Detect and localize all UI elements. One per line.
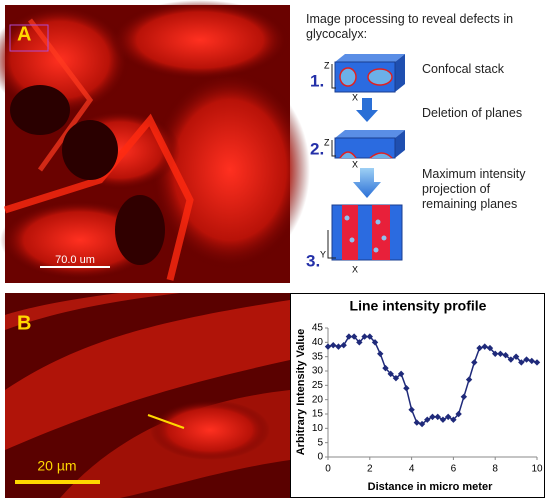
point bbox=[377, 350, 384, 357]
micrograph-b bbox=[5, 293, 290, 498]
step-number: 3. bbox=[306, 251, 320, 270]
step-text: Maximum intensity projection of remainin… bbox=[422, 167, 526, 211]
point bbox=[418, 420, 426, 428]
axis-letter: X bbox=[352, 159, 358, 169]
y-tick-label: 25 bbox=[312, 380, 324, 391]
point bbox=[424, 416, 431, 423]
point bbox=[481, 343, 488, 350]
point bbox=[382, 364, 389, 372]
point bbox=[429, 413, 436, 421]
x-tick-label: 2 bbox=[367, 464, 373, 475]
point bbox=[492, 350, 499, 357]
plot: 0 5 10 15 20 25 30 35 40 45 0 2 4 6 8 10 bbox=[312, 323, 543, 475]
point bbox=[345, 333, 353, 340]
point bbox=[523, 356, 530, 363]
micrograph-a bbox=[0, 0, 310, 283]
y-tick-label: 30 bbox=[312, 366, 324, 377]
panel-label: A bbox=[17, 23, 31, 45]
profile-line bbox=[147, 414, 185, 429]
x-axis-label: Distance in micro meter bbox=[368, 481, 493, 493]
point bbox=[350, 333, 358, 340]
panel-label: B bbox=[17, 312, 31, 334]
point bbox=[502, 352, 509, 359]
scale-label: 70.0 um bbox=[55, 254, 95, 266]
chart-frame bbox=[290, 293, 545, 498]
axis-letter: Y bbox=[320, 249, 326, 259]
point bbox=[518, 359, 525, 366]
step-number: 2. bbox=[310, 139, 324, 158]
step-number: 1. bbox=[310, 71, 324, 90]
point bbox=[387, 370, 394, 378]
axis-letter: X bbox=[352, 264, 358, 274]
x-tick-label: 8 bbox=[492, 464, 498, 475]
y-tick-label: 15 bbox=[312, 409, 324, 420]
y-tick-label: 35 bbox=[312, 351, 324, 362]
chart-title: Line intensity profile bbox=[350, 298, 487, 314]
diagram-heading: Image processing to reveal defects in gl… bbox=[306, 12, 514, 41]
point bbox=[460, 393, 468, 400]
scale-label: 20 µm bbox=[37, 458, 76, 474]
point bbox=[471, 359, 478, 366]
point bbox=[361, 333, 368, 340]
point bbox=[403, 385, 410, 392]
point bbox=[465, 376, 473, 383]
point bbox=[330, 342, 337, 349]
point bbox=[486, 344, 494, 352]
x-tick-label: 4 bbox=[409, 464, 415, 475]
point bbox=[439, 416, 447, 423]
y-tick-label: 20 bbox=[312, 394, 324, 405]
x-tick-label: 0 bbox=[325, 464, 331, 475]
step-text: Deletion of planes bbox=[422, 106, 523, 120]
point bbox=[340, 342, 347, 349]
point bbox=[371, 339, 379, 346]
point bbox=[335, 343, 342, 350]
y-tick-label: 5 bbox=[317, 437, 323, 448]
point bbox=[528, 357, 535, 365]
point bbox=[413, 419, 421, 426]
axis-letter: Z bbox=[324, 60, 330, 70]
axis-letter: X bbox=[352, 92, 358, 102]
x-tick-label: 10 bbox=[531, 464, 543, 475]
diagram bbox=[327, 54, 405, 261]
point bbox=[408, 406, 415, 413]
point bbox=[450, 416, 457, 423]
y-tick-label: 40 bbox=[312, 337, 324, 348]
axis-letter: Z bbox=[324, 137, 330, 147]
point bbox=[497, 350, 504, 357]
y-axis-label: Arbitrary Intensity Value bbox=[295, 329, 307, 456]
point bbox=[512, 353, 520, 360]
point bbox=[366, 333, 373, 340]
point bbox=[356, 339, 363, 346]
y-tick-label: 10 bbox=[312, 423, 324, 434]
point bbox=[392, 374, 400, 382]
x-tick-label: 6 bbox=[451, 464, 457, 475]
point bbox=[444, 413, 452, 421]
point bbox=[533, 359, 541, 366]
point bbox=[455, 410, 462, 418]
point bbox=[476, 344, 483, 352]
point bbox=[324, 343, 332, 350]
point bbox=[507, 356, 515, 363]
point bbox=[397, 370, 405, 378]
step-text: Confocal stack bbox=[422, 62, 504, 76]
y-tick-label: 0 bbox=[317, 452, 323, 463]
y-tick-label: 45 bbox=[312, 323, 324, 334]
point bbox=[434, 413, 441, 421]
